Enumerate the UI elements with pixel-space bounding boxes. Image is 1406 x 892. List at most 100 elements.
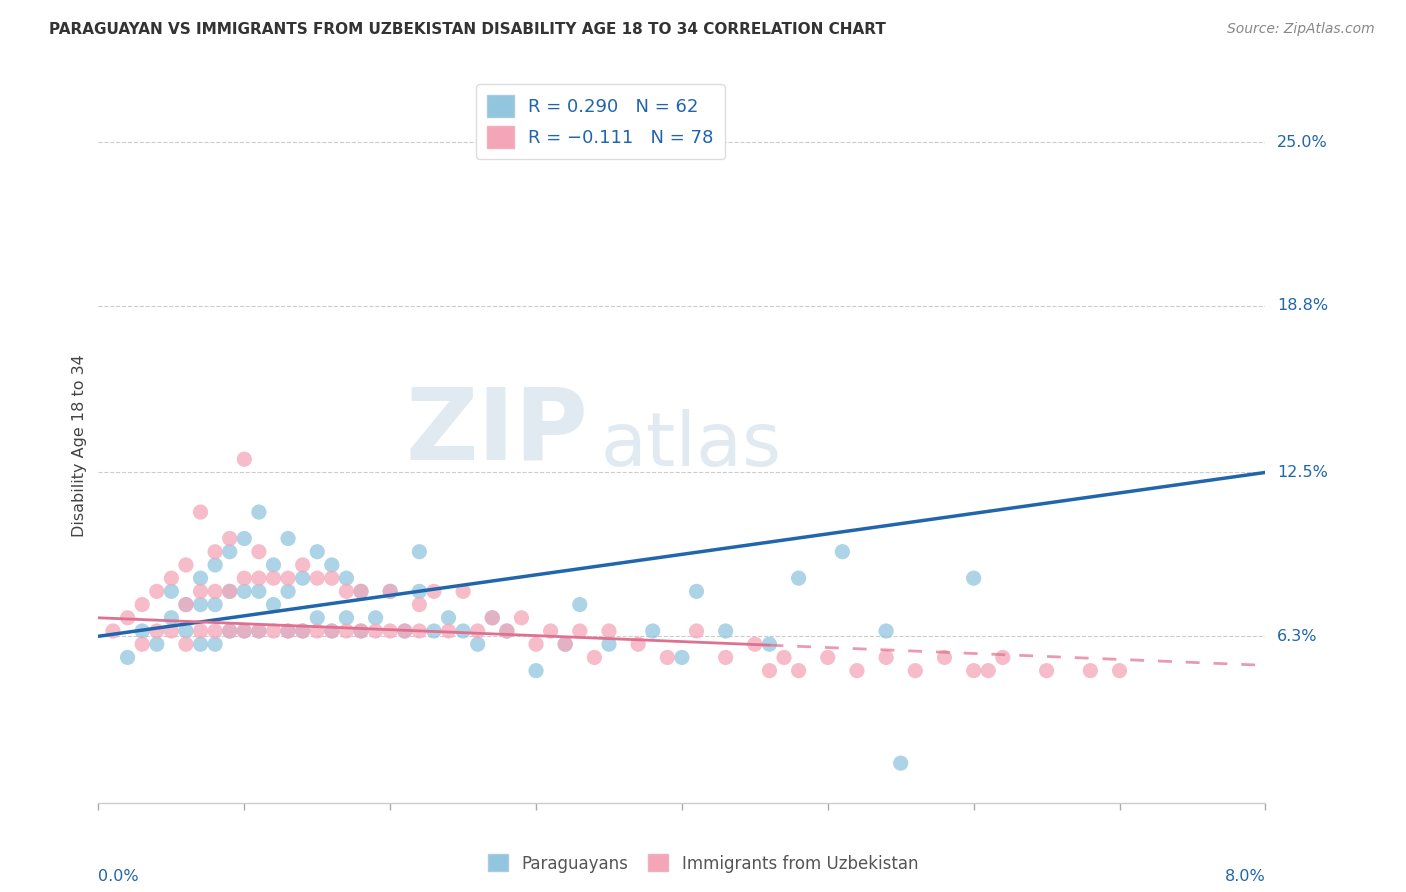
Point [204, 598, 226, 612]
Point [350, 624, 373, 638]
Point [262, 558, 284, 572]
Point [496, 624, 519, 638]
Point [174, 624, 197, 638]
Point [146, 624, 169, 638]
Point [380, 584, 402, 599]
Point [247, 545, 270, 559]
Point [408, 545, 430, 559]
Point [467, 624, 489, 638]
Point [218, 545, 240, 559]
Point [350, 624, 373, 638]
Text: 8.0%: 8.0% [1225, 869, 1265, 884]
Point [335, 624, 357, 638]
Point [904, 664, 927, 678]
Point [160, 584, 183, 599]
Point [831, 545, 853, 559]
Point [510, 611, 533, 625]
Point [467, 637, 489, 651]
Point [451, 584, 474, 599]
Point [247, 505, 270, 519]
Point [1108, 664, 1130, 678]
Point [291, 624, 314, 638]
Point [190, 598, 212, 612]
Point [423, 624, 446, 638]
Point [598, 637, 620, 651]
Point [131, 624, 153, 638]
Point [335, 584, 357, 599]
Point [641, 624, 664, 638]
Point [568, 598, 591, 612]
Point [423, 584, 446, 599]
Point [190, 637, 212, 651]
Point [277, 571, 299, 585]
Point [307, 545, 329, 559]
Point [218, 624, 240, 638]
Point [321, 624, 343, 638]
Point [307, 611, 329, 625]
Point [875, 624, 897, 638]
Point [233, 624, 256, 638]
Point [408, 584, 430, 599]
Text: Source: ZipAtlas.com: Source: ZipAtlas.com [1227, 22, 1375, 37]
Point [307, 624, 329, 638]
Point [437, 624, 460, 638]
Point [262, 571, 284, 585]
Point [524, 637, 547, 651]
Point [568, 624, 591, 638]
Point [277, 532, 299, 546]
Point [174, 558, 197, 572]
Point [190, 505, 212, 519]
Point [233, 571, 256, 585]
Point [408, 598, 430, 612]
Point [685, 624, 707, 638]
Point [204, 637, 226, 651]
Point [247, 571, 270, 585]
Point [218, 584, 240, 599]
Point [233, 584, 256, 599]
Point [321, 571, 343, 585]
Point [714, 650, 737, 665]
Point [204, 558, 226, 572]
Point [291, 624, 314, 638]
Text: 25.0%: 25.0% [1277, 135, 1327, 150]
Point [962, 571, 984, 585]
Point [554, 637, 576, 651]
Point [101, 624, 124, 638]
Point [671, 650, 693, 665]
Point [174, 598, 197, 612]
Point [364, 611, 387, 625]
Point [190, 571, 212, 585]
Point [321, 558, 343, 572]
Point [481, 611, 503, 625]
Point [218, 532, 240, 546]
Point [554, 637, 576, 651]
Point [744, 637, 766, 651]
Point [277, 624, 299, 638]
Text: 0.0%: 0.0% [98, 869, 139, 884]
Point [787, 571, 810, 585]
Point [875, 650, 897, 665]
Point [845, 664, 868, 678]
Point [233, 624, 256, 638]
Point [277, 584, 299, 599]
Legend: R = 0.290   N = 62, R = −0.111   N = 78: R = 0.290 N = 62, R = −0.111 N = 78 [477, 84, 724, 159]
Point [160, 571, 183, 585]
Point [247, 584, 270, 599]
Point [758, 637, 780, 651]
Point [977, 664, 1000, 678]
Point [233, 452, 256, 467]
Text: PARAGUAYAN VS IMMIGRANTS FROM UZBEKISTAN DISABILITY AGE 18 TO 34 CORRELATION CHA: PARAGUAYAN VS IMMIGRANTS FROM UZBEKISTAN… [49, 22, 886, 37]
Point [583, 650, 606, 665]
Text: 18.8%: 18.8% [1277, 299, 1329, 313]
Point [190, 624, 212, 638]
Point [350, 584, 373, 599]
Point [1035, 664, 1057, 678]
Point [146, 584, 169, 599]
Point [131, 598, 153, 612]
Point [524, 664, 547, 678]
Point [247, 624, 270, 638]
Point [146, 637, 169, 651]
Point [481, 611, 503, 625]
Point [773, 650, 796, 665]
Text: ZIP: ZIP [406, 384, 589, 480]
